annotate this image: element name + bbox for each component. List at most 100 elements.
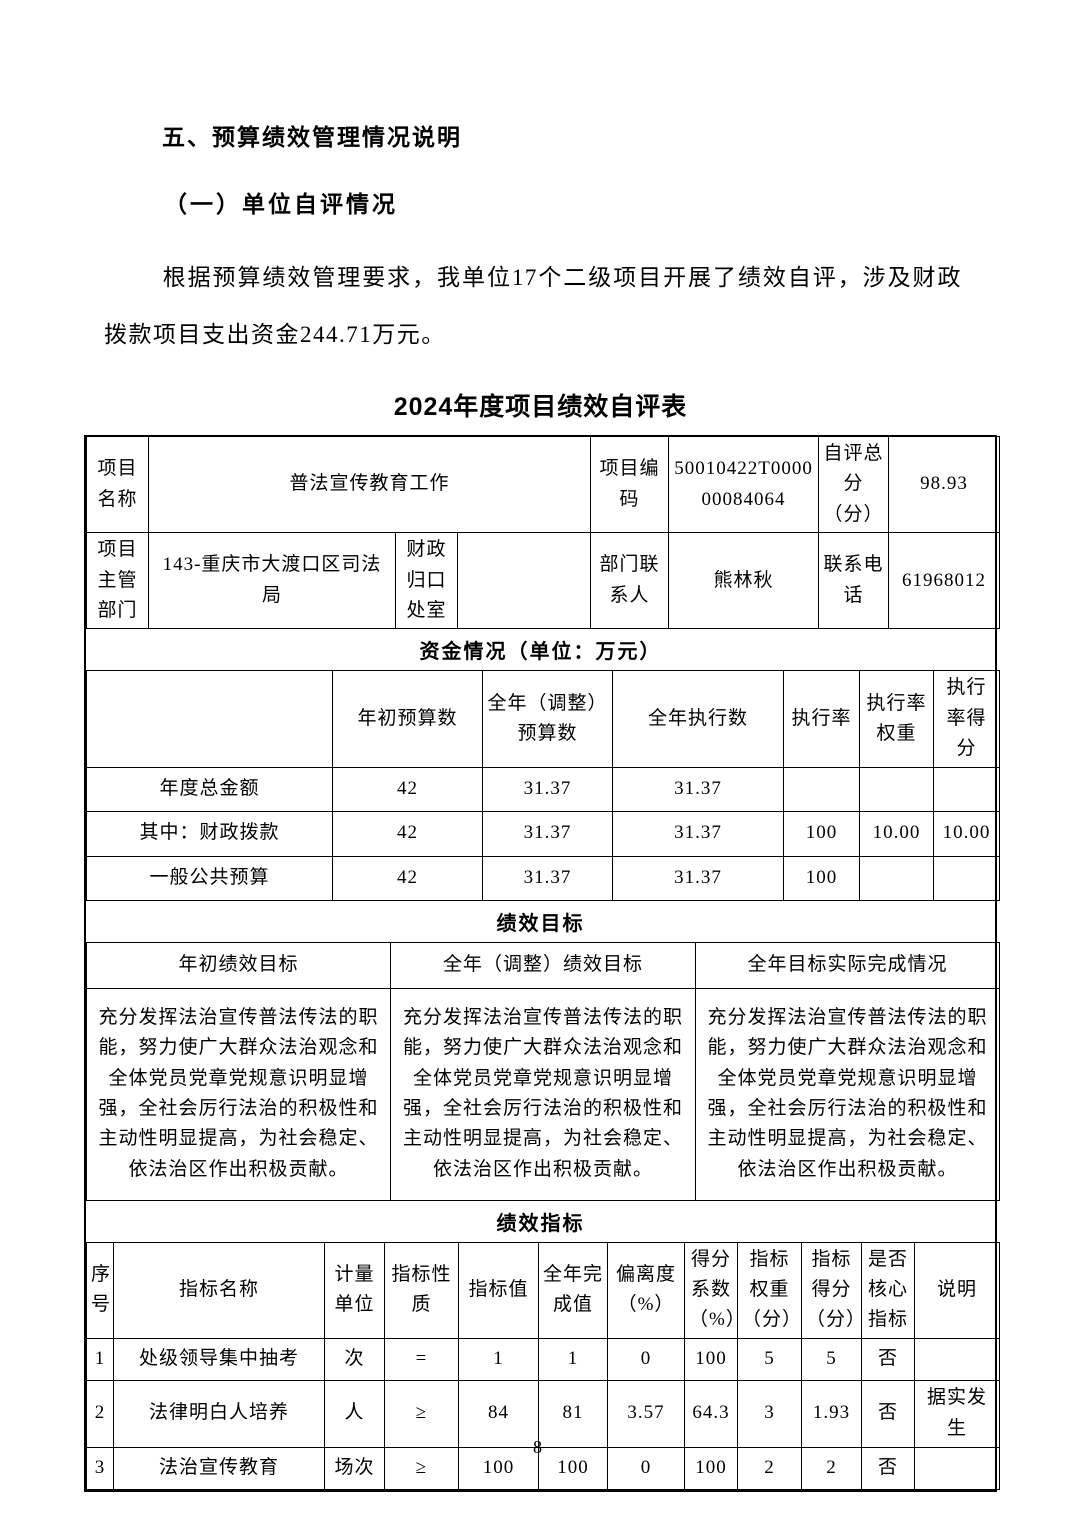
project-name-value: 普法宣传教育工作 xyxy=(147,435,592,534)
funding-cell xyxy=(933,766,1000,812)
funding-cell xyxy=(933,855,1000,901)
project-code-value: 50010422T000000084064 xyxy=(668,435,820,534)
targets-section-header: 绩效目标 xyxy=(86,899,995,943)
dept-label: 项目主管部门 xyxy=(86,532,149,630)
ind-header-score: 指标得分（分） xyxy=(801,1241,865,1339)
info-row-2: 项目主管部门 143-重庆市大渡口区司法局 财政归口处室 部门联系人 熊林秋 联… xyxy=(86,532,1001,630)
ind-unit: 场次 xyxy=(324,1446,385,1490)
funding-cell: 100 xyxy=(783,810,860,857)
indicators-header-row: 序号 指标名称 计量单位 指标性质 指标值 全年完成值 偏离度（%） 得分系数（… xyxy=(86,1241,1000,1339)
targets-header-adjusted: 全年（调整）绩效目标 xyxy=(390,941,696,989)
ind-unit: 次 xyxy=(324,1337,385,1381)
ind-deviation: 0 xyxy=(607,1446,685,1490)
ind-no: 2 xyxy=(86,1379,114,1448)
ind-actual: 1 xyxy=(538,1337,608,1381)
funding-row-fiscal: 其中：财政拨款 42 31.37 31.37 100 10.00 10.00 xyxy=(86,810,1000,857)
target-actual-text: 充分发挥法治宣传普法传法的职能，努力使广大群众法治观念和全体党员党章党规意识明显… xyxy=(695,987,1000,1201)
ind-header-name: 指标名称 xyxy=(113,1241,325,1339)
targets-content-row: 充分发挥法治宣传普法传法的职能，努力使广大群众法治观念和全体党员党章党规意识明显… xyxy=(86,987,1000,1201)
targets-header-initial: 年初绩效目标 xyxy=(86,941,391,989)
funding-header-blank xyxy=(86,670,333,768)
ind-header-deviation: 偏离度（%） xyxy=(607,1241,685,1339)
indicator-row: 2 法律明白人培养 人 ≥ 84 81 3.57 64.3 3 1.93 否 据… xyxy=(86,1379,1000,1448)
ind-core: 否 xyxy=(861,1337,915,1381)
funding-cell: 31.37 xyxy=(612,810,784,857)
ind-name: 处级领导集中抽考 xyxy=(113,1337,325,1381)
ind-header-actual: 全年完成值 xyxy=(538,1241,608,1339)
funding-cell xyxy=(783,766,860,812)
ind-deviation: 0 xyxy=(607,1337,685,1381)
ind-note xyxy=(914,1446,1000,1490)
ind-name: 法律明白人培养 xyxy=(113,1379,325,1448)
project-info-table: 项目名称 普法宣传教育工作 项目编码 50010422T000000084064… xyxy=(86,435,1001,630)
ind-actual: 81 xyxy=(538,1379,608,1448)
ind-target: 1 xyxy=(458,1337,539,1381)
funding-cell: 42 xyxy=(332,766,483,812)
funding-cell: 31.37 xyxy=(612,855,784,901)
funding-header-adjusted: 全年（调整）预算数 xyxy=(482,670,613,768)
contact-label: 部门联系人 xyxy=(590,532,670,630)
funding-header-row: 年初预算数 全年（调整）预算数 全年执行数 执行率 执行率权重 执行率得分 xyxy=(86,670,1000,768)
funding-cell: 42 xyxy=(332,810,483,857)
ind-target: 100 xyxy=(458,1446,539,1490)
target-adjusted-text: 充分发挥法治宣传普法传法的职能，努力使广大群众法治观念和全体党员党章党规意识明显… xyxy=(390,987,696,1201)
dept-value: 143-重庆市大渡口区司法局 xyxy=(148,532,396,630)
ind-note: 据实发生 xyxy=(914,1379,1000,1448)
ind-coef: 64.3 xyxy=(684,1379,738,1448)
funding-row-public-budget: 一般公共预算 42 31.37 31.37 100 xyxy=(86,855,1000,901)
ind-note xyxy=(914,1337,1000,1381)
ind-header-nature: 指标性质 xyxy=(384,1241,459,1339)
ind-core: 否 xyxy=(861,1446,915,1490)
ind-header-core: 是否核心指标 xyxy=(861,1241,915,1339)
document-content: 五、预算绩效管理情况说明 （一）单位自评情况 根据预算绩效管理要求，我单位17个… xyxy=(84,0,1001,1492)
indicators-table: 序号 指标名称 计量单位 指标性质 指标值 全年完成值 偏离度（%） 得分系数（… xyxy=(86,1241,1000,1490)
office-value xyxy=(456,532,592,630)
contact-value: 熊林秋 xyxy=(668,532,820,630)
ind-no: 3 xyxy=(86,1446,114,1490)
targets-table: 年初绩效目标 全年（调整）绩效目标 全年目标实际完成情况 充分发挥法治宣传普法传… xyxy=(86,941,1000,1201)
funding-table: 年初预算数 全年（调整）预算数 全年执行数 执行率 执行率权重 执行率得分 年度… xyxy=(86,670,1000,901)
target-initial-text: 充分发挥法治宣传普法传法的职能，努力使广大群众法治观念和全体党员党章党规意识明显… xyxy=(86,987,391,1201)
self-score-label: 自评总分（分） xyxy=(818,435,890,534)
funding-cell xyxy=(859,855,934,901)
funding-header-rate-weight: 执行率权重 xyxy=(859,670,934,768)
self-score-value: 98.93 xyxy=(888,435,1001,534)
funding-cell: 31.37 xyxy=(612,766,784,812)
ind-header-unit: 计量单位 xyxy=(324,1241,385,1339)
subsection-heading: （一）单位自评情况 xyxy=(164,192,398,217)
indicator-row: 1 处级领导集中抽考 次 = 1 1 0 100 5 5 否 xyxy=(86,1337,1000,1381)
targets-header-row: 年初绩效目标 全年（调整）绩效目标 全年目标实际完成情况 xyxy=(86,941,1000,989)
ind-header-weight: 指标权重（分） xyxy=(737,1241,802,1339)
table-title: 2024年度项目绩效自评表 xyxy=(393,393,688,421)
indicators-section-header: 绩效指标 xyxy=(86,1199,995,1243)
ind-header-note: 说明 xyxy=(914,1241,1000,1339)
funding-row-label: 年度总金额 xyxy=(86,766,333,812)
ind-target: 84 xyxy=(458,1379,539,1448)
funding-cell: 31.37 xyxy=(482,810,613,857)
funding-header-initial: 年初预算数 xyxy=(332,670,483,768)
ind-unit: 人 xyxy=(324,1379,385,1448)
section-heading: 五、预算绩效管理情况说明 xyxy=(162,124,462,150)
ind-core: 否 xyxy=(861,1379,915,1448)
ind-no: 1 xyxy=(86,1337,114,1381)
info-row-1: 项目名称 普法宣传教育工作 项目编码 50010422T000000084064… xyxy=(86,435,1001,534)
project-code-label: 项目编码 xyxy=(590,435,670,534)
ind-nature: = xyxy=(384,1337,459,1381)
funding-header-rate: 执行率 xyxy=(783,670,860,768)
ind-weight: 2 xyxy=(737,1446,802,1490)
targets-header-actual: 全年目标实际完成情况 xyxy=(695,941,1000,989)
funding-cell: 31.37 xyxy=(482,766,613,812)
ind-header-coef: 得分系数（%） xyxy=(684,1241,745,1339)
ind-nature: ≥ xyxy=(384,1446,459,1490)
indicator-row: 3 法治宣传教育 场次 ≥ 100 100 0 100 2 2 否 xyxy=(86,1446,1000,1490)
funding-header-executed: 全年执行数 xyxy=(612,670,784,768)
funding-section-header: 资金情况（单位：万元） xyxy=(86,628,995,672)
ind-name: 法治宣传教育 xyxy=(113,1446,325,1490)
ind-header-no: 序号 xyxy=(86,1241,114,1339)
ind-weight: 5 xyxy=(737,1337,802,1381)
ind-coef: 100 xyxy=(684,1446,738,1490)
page-number: 8 xyxy=(533,1437,542,1457)
ind-coef: 100 xyxy=(684,1337,738,1381)
ind-header-target: 指标值 xyxy=(458,1241,539,1339)
